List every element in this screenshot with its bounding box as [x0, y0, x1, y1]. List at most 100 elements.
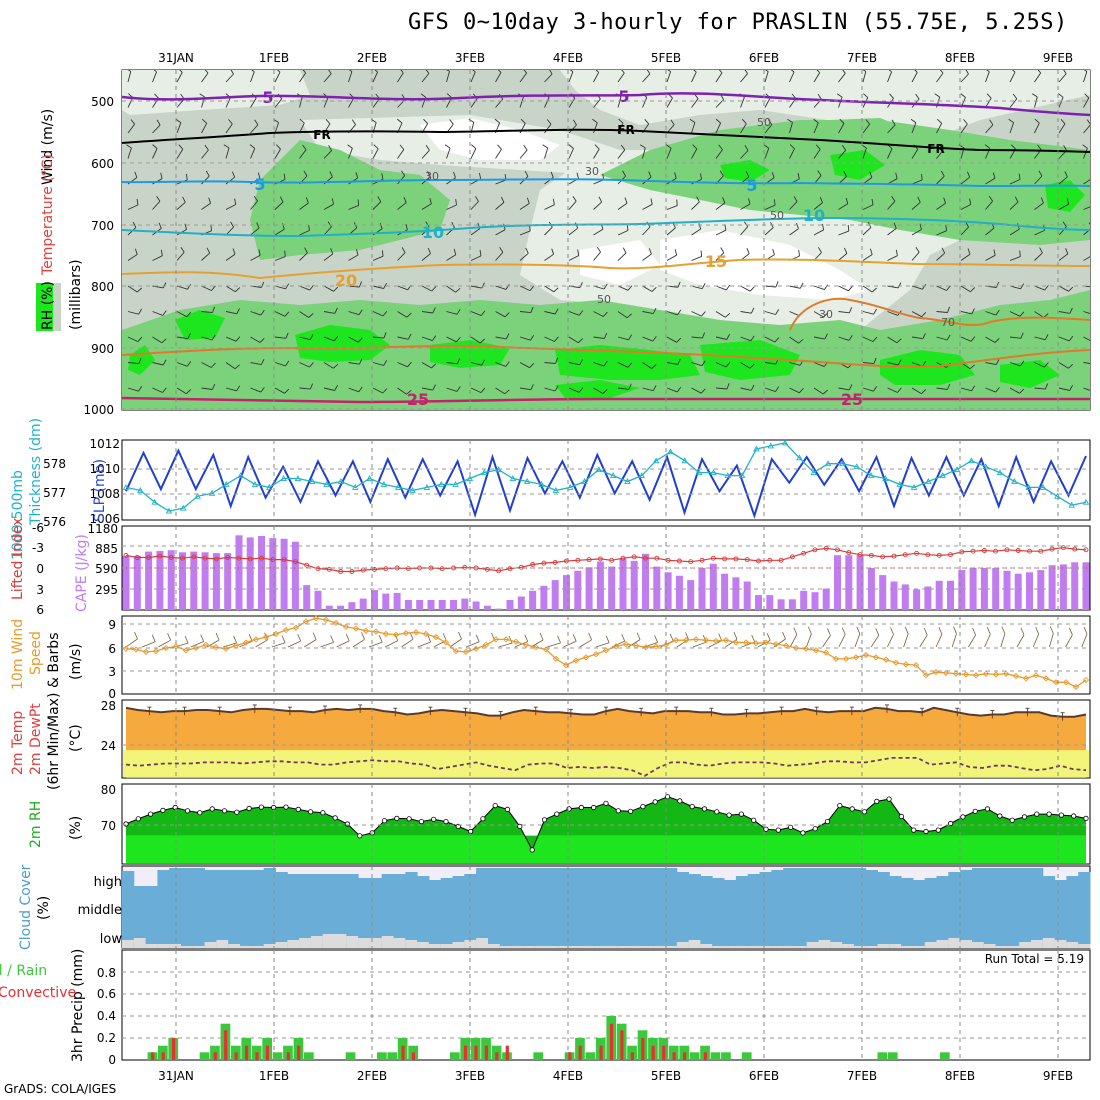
cloud-low-bar	[299, 938, 312, 948]
wind-barb	[813, 311, 824, 318]
lifted-index-point	[643, 555, 648, 561]
cape-bar	[529, 590, 537, 610]
rh-point	[911, 827, 917, 833]
precip-convective-bar	[703, 1052, 707, 1060]
wind-barb	[1009, 336, 1021, 339]
wind-barb	[421, 362, 432, 369]
temperature-panel: 28 24 2m Temp 2m DewPt (6hr Min/Max) (°C…	[10, 693, 1091, 790]
wind-barb	[936, 311, 948, 313]
surface-wind-barb-feather	[151, 634, 156, 642]
cape-bar	[890, 581, 898, 610]
rh-point	[504, 806, 511, 813]
wind-barb-feather	[775, 309, 780, 315]
wind-barb	[740, 73, 748, 83]
wind-barb-feather	[546, 119, 552, 125]
wind-barb	[642, 285, 653, 292]
isotherm-label: 10	[803, 206, 825, 225]
wind-barb-feather	[401, 247, 406, 253]
wind-barb-feather	[971, 385, 976, 392]
wind-barb-feather	[986, 93, 992, 99]
cape-bar	[179, 552, 186, 610]
wind-barb-feather	[750, 384, 755, 391]
wind-barb-feather	[700, 388, 706, 394]
wind-barb	[617, 387, 629, 390]
wind-barb-feather	[179, 70, 183, 73]
wind-barb	[936, 252, 946, 261]
wind-barb-feather	[726, 333, 730, 340]
wind-barb	[421, 336, 433, 342]
wind-barb	[372, 255, 384, 261]
wind-barb-feather	[427, 171, 431, 177]
wind-barb	[152, 311, 163, 316]
wind-barb	[348, 285, 360, 288]
wind-barb-feather	[602, 388, 608, 394]
cloud-low-bar	[865, 946, 878, 948]
wind-barb-feather	[939, 70, 944, 74]
cape-tick: 1180	[87, 522, 118, 536]
wind-barb	[470, 71, 476, 83]
rh-point	[541, 817, 548, 823]
wind-barb-feather	[260, 281, 265, 288]
wind-barb	[789, 362, 801, 366]
wind-barb	[740, 150, 749, 159]
wind-barb-feather	[201, 118, 208, 124]
cloud-cover-label: Cloud Cover	[18, 864, 34, 950]
lifted-index-point	[722, 556, 728, 562]
rh-point	[984, 806, 991, 812]
wind-barb	[862, 285, 873, 293]
surface-wind-barb	[1032, 633, 1040, 648]
precip-convective-bar	[161, 1052, 165, 1060]
wind-barb	[862, 204, 874, 210]
rh2m-units: (%)	[68, 816, 84, 840]
wind-barb	[470, 362, 482, 366]
cloud-bar	[1031, 868, 1044, 948]
thickness-point	[882, 475, 889, 481]
wind-barb	[715, 202, 726, 210]
wind-barb-feather	[309, 334, 314, 340]
lifted-index-point	[597, 556, 603, 562]
wind-barb-feather	[523, 144, 528, 151]
wind-barb	[764, 311, 776, 315]
precip-convective-label: Convective	[0, 985, 76, 1001]
wind-barb	[519, 149, 528, 159]
wind-barb-feather	[1044, 362, 1049, 368]
wind-barb	[127, 147, 132, 159]
wind-barb	[250, 71, 255, 83]
wind-barb-feather	[333, 286, 339, 292]
wind-barb-feather	[917, 196, 921, 203]
wind-barb	[985, 71, 990, 83]
wind-barb-feather	[471, 144, 477, 149]
cloud-bar	[417, 876, 430, 948]
wind-barb-feather	[992, 172, 996, 179]
cloud-low-bar	[712, 946, 725, 948]
cape-bar	[653, 566, 661, 610]
wind-barb	[519, 362, 530, 369]
wind-barb	[1083, 71, 1088, 83]
surface-wind-barb	[385, 640, 398, 648]
wind-barb	[495, 336, 507, 340]
thickness-point	[824, 460, 832, 467]
cloud-level-high: high	[94, 875, 122, 890]
wind-barb-feather	[596, 246, 601, 253]
cape-bar	[698, 568, 706, 610]
wind-barb	[470, 255, 482, 261]
wind-barb	[985, 227, 995, 236]
date-label-top: 1FEB	[259, 51, 289, 65]
wind-barb-feather	[692, 144, 698, 150]
cloud-low-bar	[1019, 942, 1032, 948]
thickness-point	[151, 498, 158, 505]
cloud-level-low: low	[100, 932, 123, 947]
lifted-index-point	[880, 554, 886, 560]
lifted-index-point	[225, 555, 231, 560]
cape-bar	[630, 560, 638, 610]
lifted-index-point	[530, 562, 536, 567]
wind-barb	[764, 362, 776, 365]
slp-tick: 1008	[89, 487, 120, 501]
wind-speed-point	[452, 647, 460, 655]
wind-barb-feather	[700, 250, 703, 257]
wind-barb	[568, 255, 580, 261]
cape-bar	[1071, 562, 1079, 610]
thickness-point	[1082, 498, 1090, 505]
wind-barb-feather	[204, 144, 209, 151]
cape-bar	[1082, 562, 1090, 610]
